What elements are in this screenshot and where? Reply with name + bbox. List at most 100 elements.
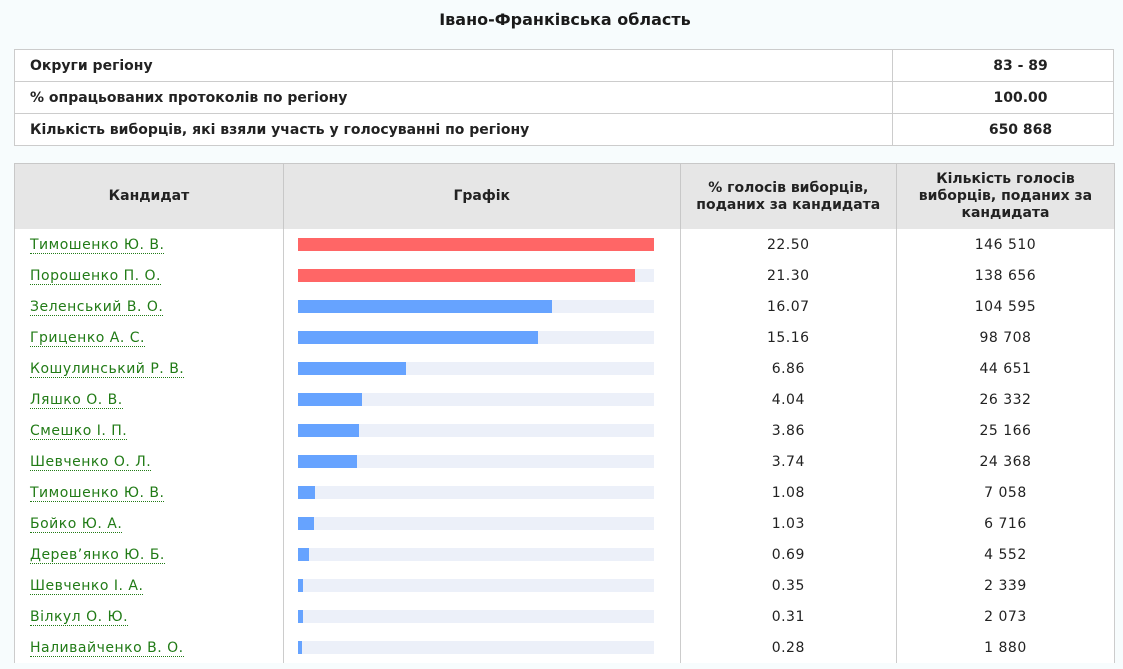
summary-label: Кількість виборців, які взяли участь у г… xyxy=(14,113,893,146)
vote-share-bar xyxy=(297,517,315,530)
candidate-cell: Бойко Ю. А. xyxy=(14,508,284,539)
candidate-cell: Смешко І. П. xyxy=(14,415,284,446)
percent-cell: 6.86 xyxy=(679,353,897,384)
table-row: Шевченко І. А. 0.35 2 339 xyxy=(14,570,1116,601)
votes-cell: 138 656 xyxy=(895,260,1116,291)
bar-track xyxy=(297,393,654,406)
percent-cell: 0.28 xyxy=(679,632,897,663)
region-summary-table: Округи регіону 83 - 89 % опрацьованих пр… xyxy=(14,49,1114,146)
vote-share-bar xyxy=(297,362,407,375)
candidate-link[interactable]: Зеленський В. О. xyxy=(30,298,164,316)
percent-cell: 0.69 xyxy=(679,539,897,570)
candidate-link[interactable]: Порошенко П. О. xyxy=(30,267,161,285)
percent-cell: 21.30 xyxy=(679,260,897,291)
bar-track xyxy=(297,455,654,468)
candidate-link[interactable]: Кошулинський Р. В. xyxy=(30,360,185,378)
results-body: Тимошенко Ю. В. 22.50 146 510 Порошенко П. … xyxy=(14,229,1116,663)
vote-share-bar xyxy=(297,548,309,561)
votes-cell: 4 552 xyxy=(895,539,1116,570)
summary-row-protocols: % опрацьованих протоколів по регіону 100… xyxy=(14,81,1114,114)
bar-track xyxy=(297,300,654,313)
chart-cell xyxy=(282,601,681,632)
candidate-link[interactable]: Дерев’янко Ю. Б. xyxy=(30,546,165,564)
bar-track xyxy=(297,517,654,530)
summary-row-districts: Округи регіону 83 - 89 xyxy=(14,49,1114,82)
table-row: Тимошенко Ю. В. 22.50 146 510 xyxy=(14,229,1116,260)
candidate-cell: Зеленський В. О. xyxy=(14,291,284,322)
header-candidate: Кандидат xyxy=(14,163,284,229)
votes-cell: 2 339 xyxy=(895,570,1116,601)
table-row: Шевченко О. Л. 3.74 24 368 xyxy=(14,446,1116,477)
bar-track xyxy=(297,424,654,437)
page-title: Івано-Франківська область xyxy=(439,10,691,29)
percent-cell: 1.03 xyxy=(679,508,897,539)
chart-cell xyxy=(282,539,681,570)
percent-cell: 4.04 xyxy=(679,384,897,415)
summary-value: 650 868 xyxy=(892,113,1114,146)
table-row: Смешко І. П. 3.86 25 166 xyxy=(14,415,1116,446)
candidate-link[interactable]: Смешко І. П. xyxy=(30,422,128,440)
candidate-link[interactable]: Тимошенко Ю. В. xyxy=(30,236,165,254)
candidate-link[interactable]: Бойко Ю. А. xyxy=(30,515,123,533)
summary-label: % опрацьованих протоколів по регіону xyxy=(14,81,893,114)
chart-cell xyxy=(282,508,681,539)
vote-share-bar xyxy=(297,424,359,437)
bar-track xyxy=(297,548,654,561)
candidate-cell: Ляшко О. В. xyxy=(14,384,284,415)
percent-cell: 0.31 xyxy=(679,601,897,632)
candidate-link[interactable]: Тимошенко Ю. В. xyxy=(30,484,165,502)
bar-track xyxy=(297,641,654,654)
table-row: Порошенко П. О. 21.30 138 656 xyxy=(14,260,1116,291)
candidate-link[interactable]: Шевченко О. Л. xyxy=(30,453,152,471)
percent-cell: 3.74 xyxy=(679,446,897,477)
candidate-cell: Тимошенко Ю. В. xyxy=(14,477,284,508)
candidate-link[interactable]: Вілкул О. Ю. xyxy=(30,608,129,626)
bar-track xyxy=(297,238,654,251)
table-row: Ляшко О. В. 4.04 26 332 xyxy=(14,384,1116,415)
chart-cell xyxy=(282,477,681,508)
percent-cell: 16.07 xyxy=(679,291,897,322)
table-row: Гриценко А. С. 15.16 98 708 xyxy=(14,322,1116,353)
vote-share-bar xyxy=(297,641,303,654)
header-votes: Кількість голосів виборців, поданих за к… xyxy=(895,163,1116,229)
bar-track xyxy=(297,610,654,623)
chart-cell xyxy=(282,384,681,415)
votes-cell: 24 368 xyxy=(895,446,1116,477)
candidate-cell: Тимошенко Ю. В. xyxy=(14,229,284,260)
candidate-cell: Гриценко А. С. xyxy=(14,322,284,353)
candidate-cell: Шевченко І. А. xyxy=(14,570,284,601)
percent-cell: 0.35 xyxy=(679,570,897,601)
chart-cell xyxy=(282,415,681,446)
header-chart: Графік xyxy=(282,163,681,229)
vote-share-bar xyxy=(297,579,304,592)
results-table: Кандидат Графік % голосів виборців, пода… xyxy=(14,163,1116,663)
bar-track xyxy=(297,269,654,282)
table-row: Вілкул О. Ю. 0.31 2 073 xyxy=(14,601,1116,632)
table-row: Бойко Ю. А. 1.03 6 716 xyxy=(14,508,1116,539)
votes-cell: 26 332 xyxy=(895,384,1116,415)
candidate-cell: Наливайченко В. О. xyxy=(14,632,284,663)
percent-cell: 3.86 xyxy=(679,415,897,446)
candidate-link[interactable]: Шевченко І. А. xyxy=(30,577,144,595)
candidate-cell: Дерев’янко Ю. Б. xyxy=(14,539,284,570)
table-row: Зеленський В. О. 16.07 104 595 xyxy=(14,291,1116,322)
table-row: Наливайченко В. О. 0.28 1 880 xyxy=(14,632,1116,663)
candidate-link[interactable]: Наливайченко В. О. xyxy=(30,639,184,657)
votes-cell: 7 058 xyxy=(895,477,1116,508)
candidate-link[interactable]: Гриценко А. С. xyxy=(30,329,145,347)
table-row: Тимошенко Ю. В. 1.08 7 058 xyxy=(14,477,1116,508)
summary-row-turnout: Кількість виборців, які взяли участь у г… xyxy=(14,113,1114,146)
bar-track xyxy=(297,331,654,344)
votes-cell: 44 651 xyxy=(895,353,1116,384)
vote-share-bar xyxy=(297,486,315,499)
chart-cell xyxy=(282,322,681,353)
candidate-link[interactable]: Ляшко О. В. xyxy=(30,391,123,409)
vote-share-bar xyxy=(297,455,358,468)
candidate-cell: Порошенко П. О. xyxy=(14,260,284,291)
chart-cell xyxy=(282,260,681,291)
votes-cell: 146 510 xyxy=(895,229,1116,260)
votes-cell: 98 708 xyxy=(895,322,1116,353)
votes-cell: 2 073 xyxy=(895,601,1116,632)
votes-cell: 104 595 xyxy=(895,291,1116,322)
votes-cell: 6 716 xyxy=(895,508,1116,539)
